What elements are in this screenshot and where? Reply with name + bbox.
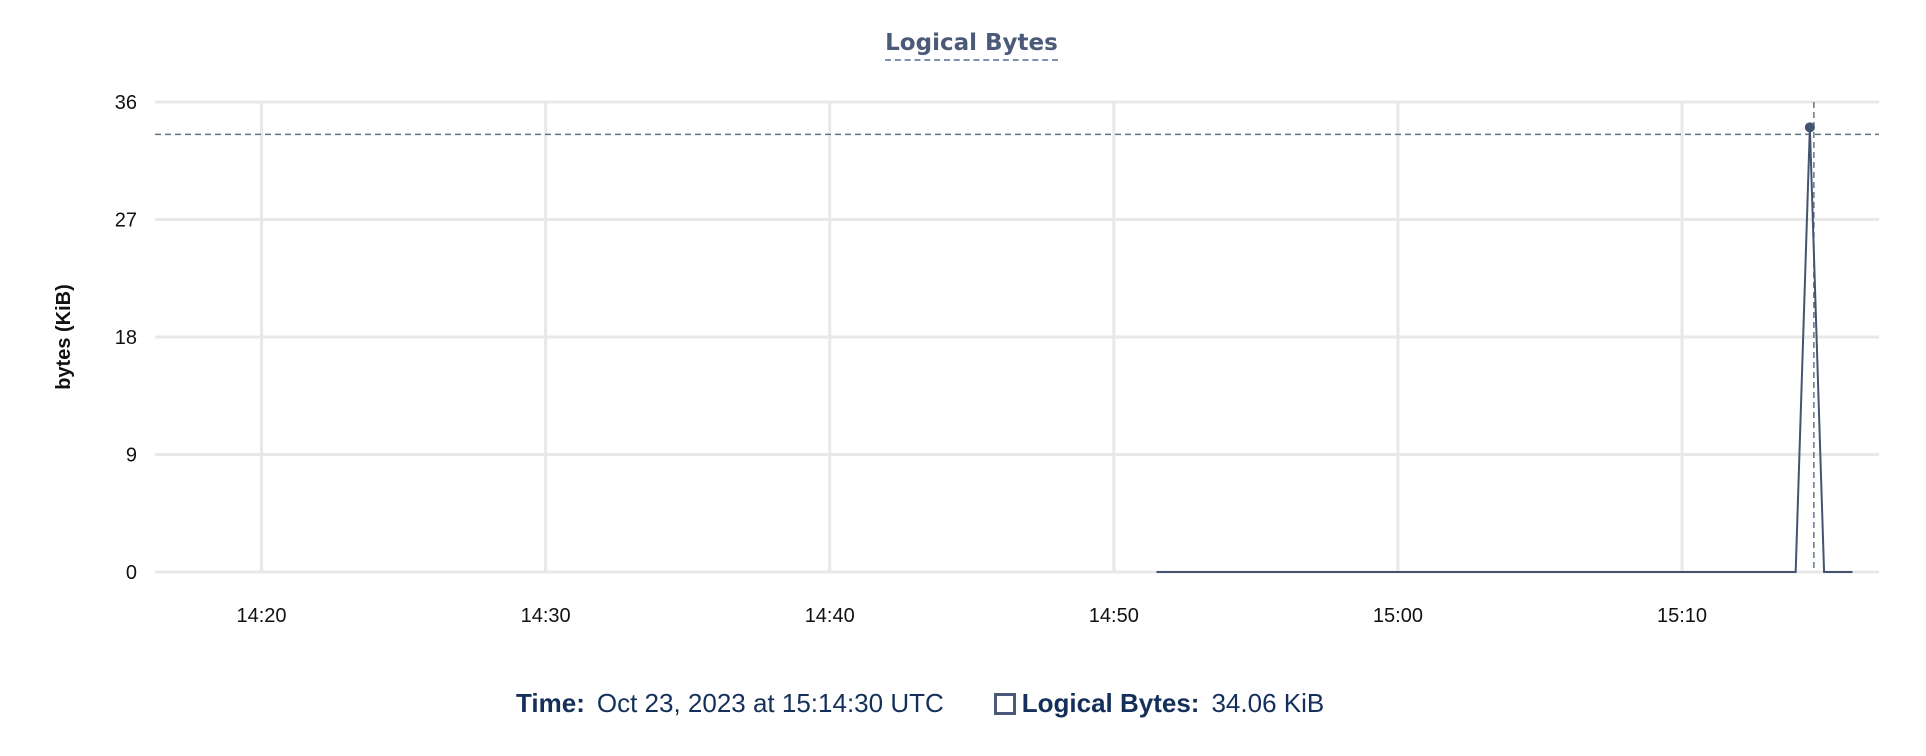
x-tick-label: 14:50	[1089, 605, 1139, 627]
time-value: Oct 23, 2023 at 15:14:30 UTC	[596, 688, 944, 718]
line-chart: 0 9 18 27 36 14:20 14:30 14:40 14:50 15:00 15:10 by…	[53, 92, 1879, 627]
series-toggle-checkbox[interactable]	[993, 692, 1016, 715]
y-tick-label: 27	[115, 210, 137, 232]
y-tick-label: 18	[115, 327, 137, 349]
hover-legend: Time: Oct 23, 2023 at 15:14:30 UTC Logic…	[516, 688, 1324, 719]
x-tick-label: 14:20	[237, 605, 287, 627]
series-line	[1156, 127, 1853, 573]
x-tick-label: 14:30	[521, 605, 571, 627]
x-tick-label: 15:10	[1657, 605, 1707, 627]
time-label: Time:	[516, 688, 585, 718]
x-tick-label: 15:00	[1373, 605, 1423, 627]
series-label: Logical Bytes:	[1021, 688, 1200, 718]
y-tick-label: 36	[115, 92, 137, 114]
chart-title-text[interactable]: Logical Bytes	[885, 30, 1058, 61]
series-value: 34.06 KiB	[1211, 688, 1325, 718]
chart-title[interactable]: Logical Bytes	[0, 30, 1926, 61]
y-tick-label: 0	[126, 562, 137, 584]
hover-point	[1804, 122, 1815, 133]
y-axis-label: bytes (KiB)	[53, 284, 75, 390]
x-tick-label: 14:40	[805, 605, 855, 627]
y-tick-label: 9	[126, 445, 137, 467]
